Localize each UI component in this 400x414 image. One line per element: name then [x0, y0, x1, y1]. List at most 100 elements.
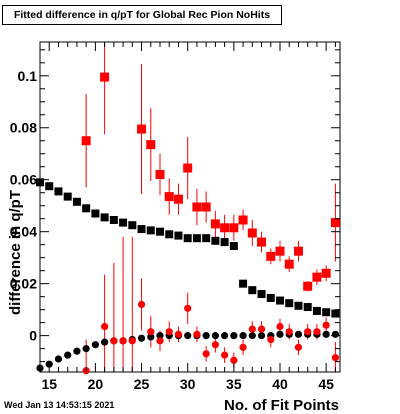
square-marker — [173, 194, 183, 204]
circle-marker — [313, 328, 321, 336]
square-marker — [100, 213, 109, 222]
square-marker — [54, 187, 63, 196]
x-axis-label: No. of Fit Points — [224, 397, 339, 414]
square-marker — [303, 303, 312, 312]
square-marker — [109, 215, 118, 224]
circle-marker — [101, 338, 109, 346]
circle-marker — [165, 328, 173, 336]
y-tick-label: 0.02 — [10, 276, 37, 292]
square-marker — [322, 308, 331, 317]
square-marker — [174, 231, 183, 240]
circle-marker — [202, 350, 210, 358]
square-marker — [293, 246, 303, 256]
circle-marker — [276, 322, 284, 331]
square-marker — [91, 209, 100, 218]
square-marker — [137, 225, 146, 234]
square-marker — [303, 281, 313, 291]
square-marker — [238, 215, 248, 225]
square-marker — [284, 259, 294, 269]
circle-marker — [239, 343, 247, 351]
circle-marker — [128, 337, 136, 345]
circle-marker — [174, 330, 183, 338]
square-marker — [247, 228, 257, 238]
square-marker — [183, 234, 192, 243]
circle-marker — [230, 356, 238, 364]
y-tick-label: 0.06 — [10, 172, 37, 188]
square-marker — [312, 272, 322, 282]
circle-marker — [64, 351, 72, 359]
square-marker — [146, 140, 156, 150]
x-tick-label: 40 — [272, 376, 288, 392]
square-marker — [331, 309, 340, 318]
circle-marker — [110, 337, 118, 345]
circle-marker — [248, 325, 256, 333]
square-marker — [192, 202, 202, 212]
circle-marker — [267, 335, 275, 344]
square-marker — [146, 226, 155, 235]
circle-marker — [156, 337, 164, 345]
square-marker — [156, 227, 164, 236]
square-marker — [294, 301, 303, 310]
y-tick-label: 0.1 — [18, 68, 38, 84]
circle-marker — [202, 332, 210, 340]
y-axis-label: difference in q/pT — [7, 190, 24, 315]
square-marker — [100, 72, 110, 82]
circle-marker — [54, 355, 63, 363]
circle-marker — [211, 341, 219, 349]
square-marker — [285, 299, 294, 308]
x-tick-label: 30 — [180, 376, 196, 392]
circle-marker — [257, 332, 266, 340]
y-tick-label: 0.08 — [10, 120, 37, 136]
square-marker — [330, 218, 340, 228]
square-marker — [165, 230, 174, 239]
square-marker — [266, 293, 275, 302]
circle-marker — [221, 351, 229, 359]
circle-marker — [331, 330, 339, 338]
x-tick-label: 45 — [318, 376, 334, 392]
circle-marker — [304, 328, 312, 336]
circle-marker — [331, 354, 339, 362]
circle-marker — [248, 332, 256, 340]
square-marker — [155, 170, 165, 180]
x-tick-label: 35 — [226, 376, 242, 392]
circle-marker — [73, 347, 81, 355]
circle-marker — [193, 330, 201, 338]
square-marker — [72, 197, 81, 206]
square-marker — [210, 219, 220, 229]
y-tick-label: 0.04 — [10, 224, 37, 240]
square-marker — [239, 279, 248, 288]
square-marker — [276, 296, 284, 305]
square-marker — [63, 192, 72, 201]
data-markers — [36, 72, 340, 375]
circle-marker — [294, 330, 303, 338]
square-marker — [275, 246, 285, 256]
square-marker — [229, 241, 238, 250]
circle-marker — [147, 333, 155, 341]
circle-marker — [184, 304, 192, 312]
square-marker — [201, 202, 211, 212]
square-marker — [321, 268, 331, 278]
x-tick-label: 20 — [88, 376, 104, 392]
square-marker — [257, 237, 267, 247]
circle-marker — [294, 343, 303, 351]
y-tick-label: 0 — [29, 328, 37, 344]
x-tick-label: 25 — [134, 376, 150, 392]
square-marker — [119, 218, 128, 227]
circle-marker — [184, 332, 192, 340]
square-marker — [164, 192, 174, 202]
square-marker — [45, 182, 54, 191]
chart-title: Fitted difference in q/pT for Global Rec… — [2, 5, 282, 25]
circle-marker — [156, 332, 164, 340]
circle-marker — [322, 330, 330, 338]
square-marker — [312, 306, 321, 315]
axes: 15 20 25 30 35 40 45 0 0.02 0.04 0.06 0.08 0.1 — [10, 42, 340, 392]
square-marker — [82, 204, 91, 213]
circle-marker — [91, 341, 99, 349]
square-marker — [211, 236, 220, 245]
circle-marker — [147, 328, 155, 336]
square-marker — [257, 290, 266, 299]
square-marker — [202, 234, 211, 243]
circle-marker — [239, 332, 247, 340]
square-marker — [36, 178, 44, 187]
